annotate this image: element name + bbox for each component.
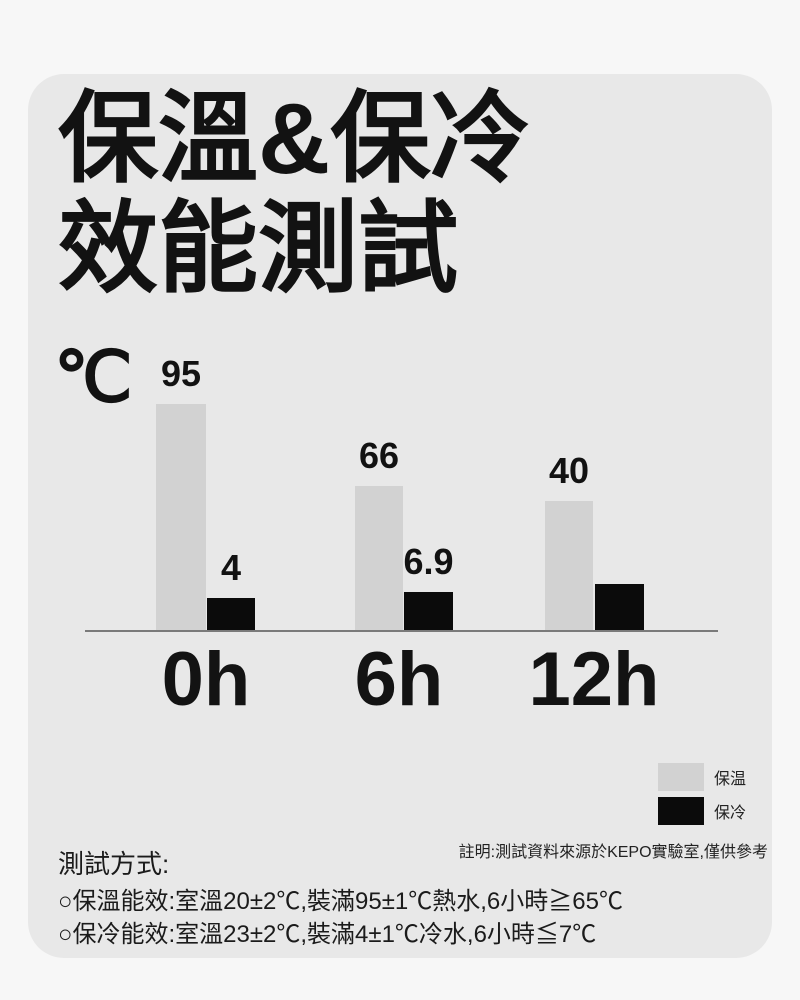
page-title-line2: 效能測試 <box>58 193 458 305</box>
legend-item-heat: 保温 <box>658 763 778 791</box>
legend-swatch-cold <box>658 797 704 825</box>
bar-value-保冷-0h: 4 <box>220 547 242 588</box>
test-methods-list: ○保溫能效:室溫20±2℃,裝滿95±1℃熱水,6小時≧65℃ ○保冷能效:室溫… <box>58 885 758 951</box>
page-title: 保溫&保冷 效能測試 <box>58 84 530 304</box>
source-note: 註明:測試資料來源於KEPO實驗室,僅供參考 <box>458 844 768 861</box>
bar-value-保温-12h: 40 <box>548 450 590 491</box>
x-tick-12h: 12h <box>528 637 660 722</box>
bar-保冷-0h <box>207 598 255 630</box>
bar-value-保温-0h: 95 <box>160 353 202 394</box>
bar-value-保温-6h: 66 <box>358 435 400 476</box>
legend-item-cold: 保冷 <box>658 797 778 825</box>
x-axis-line <box>85 630 718 632</box>
bar-保冷-12h <box>595 584 644 630</box>
legend: 保温 保冷 <box>658 763 778 831</box>
x-tick-6h: 6h <box>354 637 444 722</box>
bar-保冷-6h <box>404 592 453 630</box>
bar-保温-0h <box>156 404 206 630</box>
legend-label-cold: 保冷 <box>714 805 747 822</box>
test-method-cold: ○保冷能效:室溫23±2℃,裝滿4±1℃冷水,6小時≦7℃ <box>58 921 597 948</box>
page-title-line1: 保溫&保冷 <box>58 83 531 195</box>
bar-value-保冷-6h: 6.9 <box>403 541 454 582</box>
bar-保温-6h <box>355 486 403 630</box>
y-axis-unit-label: ℃ <box>54 338 133 416</box>
bar-chart: ℃ 95 4 66 6.9 40 0h 6h 12h <box>28 74 772 958</box>
legend-label-heat: 保温 <box>714 771 747 788</box>
test-method-heat: ○保溫能效:室溫20±2℃,裝滿95±1℃熱水,6小時≧65℃ <box>58 888 623 915</box>
x-tick-0h: 0h <box>161 637 251 722</box>
test-methods: 測試方式: ○保溫能效:室溫20±2℃,裝滿95±1℃熱水,6小時≧65℃ ○保… <box>58 844 758 951</box>
infographic-card: 保溫&保冷 效能測試 ℃ 95 4 66 6.9 40 0h 6h 12h 保温 保冷 … <box>28 74 772 958</box>
test-methods-heading: 測試方式: <box>58 849 170 879</box>
legend-swatch-heat <box>658 763 704 791</box>
bar-保温-12h <box>545 501 593 630</box>
